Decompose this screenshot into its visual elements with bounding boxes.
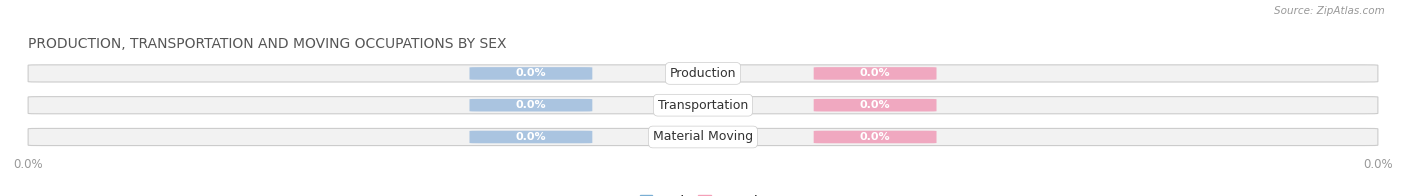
Text: 0.0%: 0.0% — [860, 68, 890, 78]
FancyBboxPatch shape — [814, 99, 936, 112]
Text: 0.0%: 0.0% — [860, 100, 890, 110]
Text: Material Moving: Material Moving — [652, 131, 754, 143]
FancyBboxPatch shape — [470, 131, 592, 143]
Text: Production: Production — [669, 67, 737, 80]
FancyBboxPatch shape — [470, 99, 592, 112]
FancyBboxPatch shape — [28, 97, 1378, 114]
Text: Source: ZipAtlas.com: Source: ZipAtlas.com — [1274, 6, 1385, 16]
FancyBboxPatch shape — [28, 128, 1378, 146]
FancyBboxPatch shape — [814, 67, 936, 80]
FancyBboxPatch shape — [28, 65, 1378, 82]
Text: 0.0%: 0.0% — [516, 132, 546, 142]
Text: Transportation: Transportation — [658, 99, 748, 112]
FancyBboxPatch shape — [814, 131, 936, 143]
Text: 0.0%: 0.0% — [516, 68, 546, 78]
Text: 0.0%: 0.0% — [516, 100, 546, 110]
Legend: Male, Female: Male, Female — [640, 195, 766, 196]
Text: 0.0%: 0.0% — [860, 132, 890, 142]
FancyBboxPatch shape — [470, 67, 592, 80]
Text: PRODUCTION, TRANSPORTATION AND MOVING OCCUPATIONS BY SEX: PRODUCTION, TRANSPORTATION AND MOVING OC… — [28, 37, 506, 51]
